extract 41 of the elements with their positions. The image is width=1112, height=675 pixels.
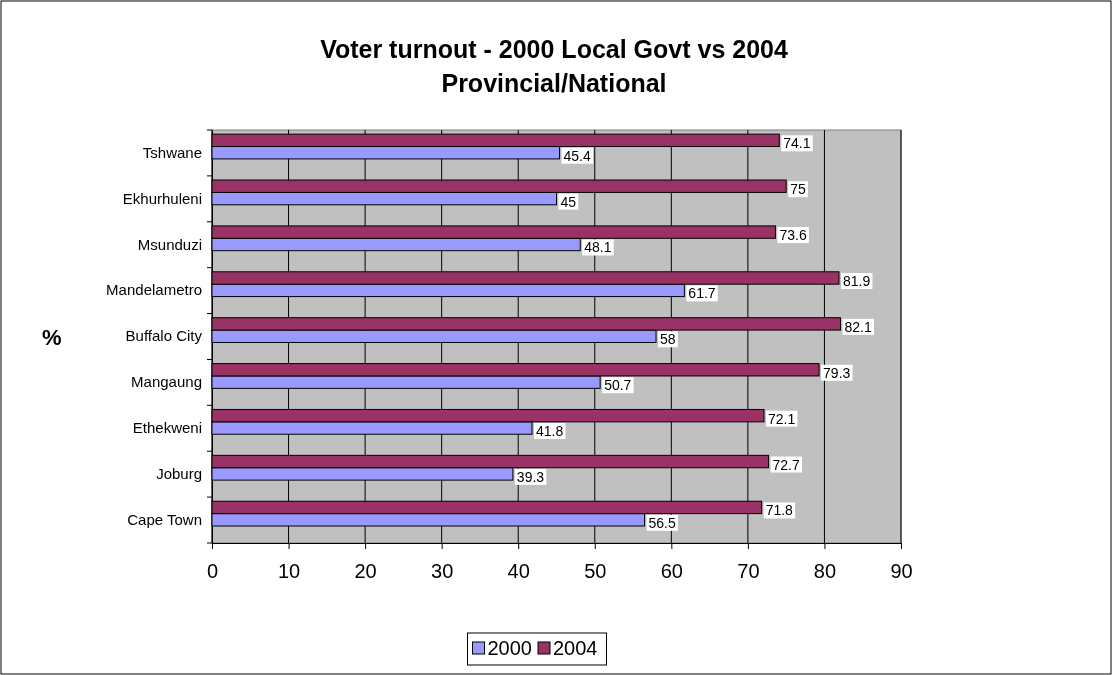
data-label: 71.8 — [765, 502, 794, 519]
data-label: 56.5 — [648, 514, 676, 531]
x-tick-label: 20 — [354, 560, 377, 582]
x-tick-label: 10 — [277, 560, 301, 582]
data-label: 74.1 — [783, 135, 811, 152]
data-label: 61.7 — [688, 285, 716, 302]
data-label: 73.6 — [779, 227, 807, 244]
legend-label: 2000 — [487, 637, 532, 659]
data-label: 79.3 — [823, 364, 851, 381]
data-label: 81.9 — [842, 272, 871, 289]
chart-title: Voter turnout - 2000 Local Govt vs 2004 Provincial/National — [320, 35, 788, 97]
data-label: 41.8 — [536, 423, 564, 440]
x-tick-label: 30 — [431, 560, 454, 582]
x-tick-label: 40 — [507, 560, 530, 582]
y-tick-label: Tshwane — [142, 143, 202, 161]
y-tick-label: Mandelametro — [106, 281, 202, 299]
data-label: 48.1 — [584, 239, 612, 256]
x-tick-label: 70 — [737, 560, 760, 582]
data-label: 72.7 — [772, 456, 801, 473]
x-tick-label: 60 — [660, 560, 683, 582]
y-tick-label: Joburg — [156, 464, 202, 482]
x-tick-label: 80 — [813, 560, 837, 582]
data-label: 45 — [560, 193, 577, 210]
data-label: 39.3 — [516, 468, 545, 485]
y-tick-label: Ekhurhuleni — [122, 189, 202, 207]
y-tick-label: Buffalo City — [125, 327, 203, 345]
y-tick-label: Ethekweni — [132, 419, 202, 437]
y-tick-label: Mangaung — [131, 373, 202, 391]
x-tick-label: 90 — [890, 560, 913, 582]
x-tick-label: 0 — [206, 560, 219, 582]
data-label: 75 — [790, 181, 806, 198]
legend-label: 2004 — [553, 637, 598, 659]
y-axis-title: % — [42, 324, 62, 350]
data-label: 58 — [660, 331, 676, 348]
x-tick-label: 50 — [584, 560, 607, 582]
data-label: 72.1 — [767, 410, 796, 427]
y-tick-label: Msunduzi — [137, 235, 202, 253]
data-label: 82.1 — [844, 318, 872, 335]
data-label: 45.4 — [563, 147, 592, 164]
y-tick-label: Cape Town — [127, 510, 202, 528]
data-label: 50.7 — [604, 377, 632, 394]
